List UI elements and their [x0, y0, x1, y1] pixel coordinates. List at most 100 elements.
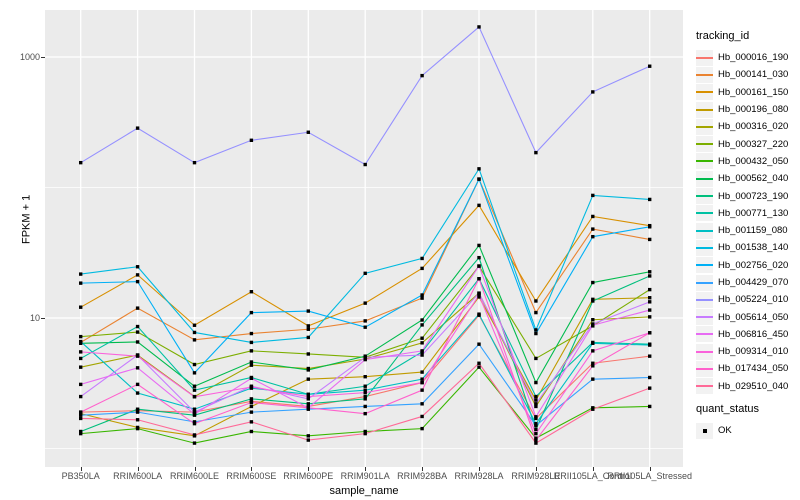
- x-tick-label-RRIM928BA: RRIM928BA: [397, 471, 448, 481]
- data-point: [534, 427, 538, 432]
- data-point: [249, 331, 254, 336]
- data-point: [477, 293, 481, 297]
- x-axis-title: sample_name: [329, 485, 399, 497]
- data-point: [306, 324, 310, 328]
- data-point: [648, 296, 652, 300]
- legend-item-Hb_002756_020: Hb_002756_020: [696, 257, 800, 274]
- legend-item-Hb_005614_050: Hb_005614_050: [696, 308, 800, 326]
- data-point: [534, 402, 538, 406]
- legend-item-Hb_000016_190: Hb_000016_190: [696, 49, 800, 66]
- plot-panel: [45, 10, 683, 467]
- data-point: [192, 330, 197, 335]
- data-point: [534, 404, 538, 409]
- data-point: [135, 410, 140, 414]
- plot-area: [45, 10, 683, 467]
- data-point: [591, 341, 595, 345]
- legend-key-icon: [696, 326, 713, 343]
- legend-item-Hb_000723_190: Hb_000723_190: [696, 187, 800, 205]
- data-point: [591, 407, 595, 411]
- data-point: [534, 421, 538, 426]
- line-swatch-icon: [696, 212, 713, 215]
- legend-key-icon: [696, 378, 713, 395]
- x-tick-mark: [422, 467, 424, 471]
- data-point: [363, 411, 367, 416]
- legend-item-Hb_017434_050: Hb_017434_050: [696, 360, 800, 377]
- data-point: [648, 225, 652, 229]
- legend-item-Hb_009314_010: Hb_009314_010: [696, 343, 800, 360]
- data-point: [648, 308, 652, 312]
- square-marker-icon: [702, 428, 707, 433]
- legend-item-Hb_000562_040: Hb_000562_040: [696, 170, 800, 187]
- data-point: [534, 398, 538, 402]
- data-point: [591, 323, 595, 327]
- data-point: [591, 377, 595, 381]
- data-point: [591, 234, 595, 239]
- legend-item-label: Hb_006816_450: [718, 328, 789, 340]
- data-point: [534, 423, 538, 428]
- legend-item-Hb_000161_150: Hb_000161_150: [696, 84, 800, 101]
- data-point: [420, 402, 424, 406]
- legend-item-label: Hb_029510_040: [718, 380, 789, 392]
- data-point: [420, 323, 424, 327]
- legend-key-icon: [696, 360, 713, 377]
- data-point: [306, 335, 310, 340]
- data-point: [306, 377, 310, 381]
- data-point: [192, 433, 197, 437]
- line-swatch-icon: [696, 281, 713, 284]
- data-point: [534, 356, 538, 361]
- data-point: [249, 397, 254, 401]
- line-swatch-icon: [696, 385, 713, 388]
- line-swatch-icon: [696, 160, 713, 163]
- data-point: [306, 130, 310, 134]
- data-point: [420, 318, 424, 322]
- data-point: [249, 429, 254, 434]
- legend-item-label: Hb_000016_190: [718, 52, 789, 64]
- data-point: [79, 416, 83, 421]
- data-point: [192, 395, 197, 399]
- data-point: [306, 352, 310, 356]
- line-swatch-icon: [696, 367, 713, 370]
- data-point: [420, 341, 424, 345]
- data-point: [249, 410, 254, 414]
- legend-key-icon: [696, 49, 713, 66]
- data-point: [363, 384, 367, 388]
- data-point: [363, 325, 367, 329]
- line-swatch-icon: [696, 264, 713, 267]
- data-point: [249, 138, 254, 142]
- legend-item-label: Hb_000562_040: [718, 173, 789, 185]
- line-swatch-icon: [696, 350, 713, 353]
- y-tick-label: 1000: [19, 52, 40, 62]
- x-tick-mark: [365, 467, 367, 471]
- data-point: [477, 312, 481, 316]
- data-point: [79, 394, 83, 399]
- data-point: [79, 334, 83, 339]
- data-point: [363, 162, 367, 167]
- data-point: [79, 281, 83, 285]
- data-point: [192, 388, 197, 392]
- legend-item-Hb_001159_080: Hb_001159_080: [696, 222, 800, 239]
- data-point: [135, 265, 140, 269]
- data-point: [534, 380, 538, 385]
- data-point: [420, 388, 424, 392]
- data-point: [420, 293, 424, 297]
- data-point: [192, 371, 197, 375]
- data-point: [534, 150, 538, 155]
- x-tick-label-RRIM901LA: RRIM901LA: [340, 471, 390, 481]
- data-point: [79, 365, 83, 369]
- data-point: [249, 385, 254, 389]
- line-swatch-icon: [696, 108, 713, 111]
- data-point: [79, 305, 83, 309]
- legend-item-Hb_000771_130: Hb_000771_130: [696, 205, 800, 222]
- legend-key-icon: [696, 170, 713, 187]
- data-point: [192, 412, 197, 416]
- data-point: [135, 354, 140, 358]
- data-point: [79, 272, 83, 276]
- data-point: [79, 341, 83, 345]
- data-point: [477, 342, 481, 346]
- data-point: [306, 327, 310, 331]
- x-tick-label-RRIM928LE: RRIM928LE: [511, 471, 561, 481]
- legend-item-label: Hb_000316_020: [718, 121, 789, 133]
- legend-key-icon: [696, 343, 713, 360]
- data-point: [420, 256, 424, 261]
- data-point: [534, 441, 538, 445]
